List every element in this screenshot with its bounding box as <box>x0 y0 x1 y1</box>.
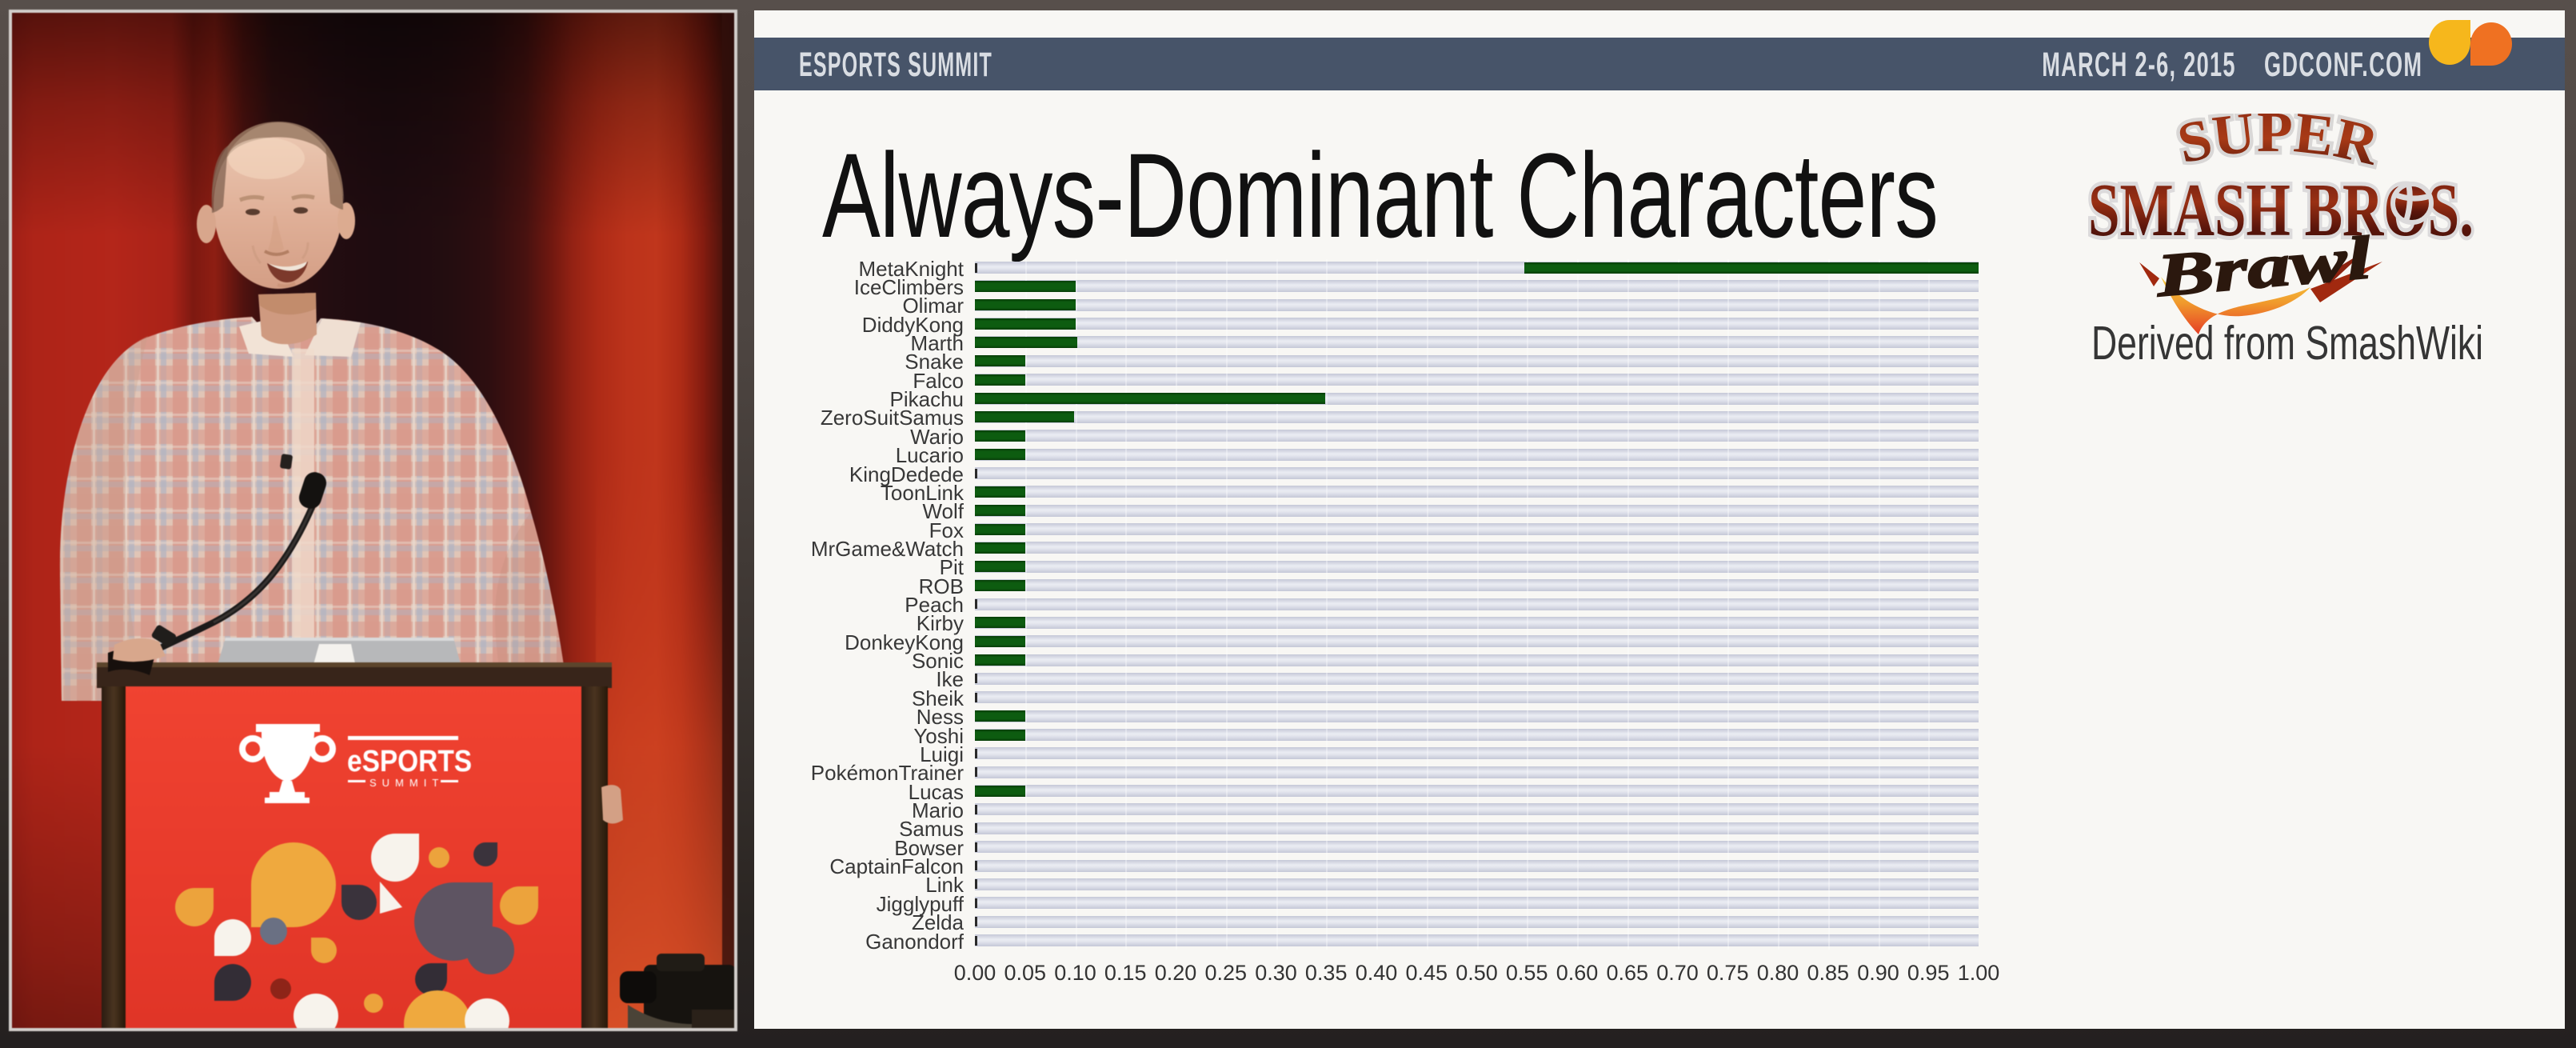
svg-text:SUPER: SUPER <box>2172 114 2386 178</box>
svg-text:SUMMIT: SUMMIT <box>369 777 444 789</box>
svg-text:eSPORTS: eSPORTS <box>347 744 472 778</box>
